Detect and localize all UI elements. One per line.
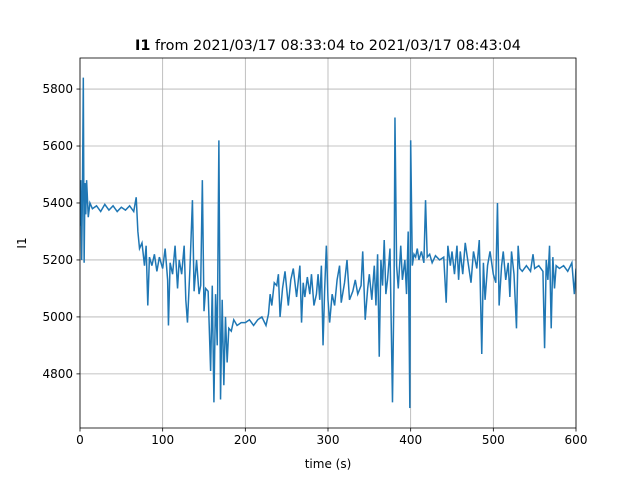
x-tick-label: 400 <box>399 433 422 447</box>
y-axis-label: I1 <box>15 237 29 248</box>
y-tick-label: 5000 <box>42 310 73 324</box>
x-tick-label: 300 <box>317 433 340 447</box>
y-tick-label: 4800 <box>42 367 73 381</box>
chart-title: I1 from 2021/03/17 08:33:04 to 2021/03/1… <box>135 38 521 54</box>
x-tick-label: 100 <box>151 433 174 447</box>
y-tick-label: 5800 <box>42 82 73 96</box>
plot-frame <box>79 57 577 429</box>
x-axis-label: time (s) <box>305 457 352 471</box>
line-series <box>80 77 576 409</box>
y-tick-label: 5400 <box>42 196 73 210</box>
x-tick-label: 0 <box>76 433 84 447</box>
x-tick-label: 200 <box>234 433 257 447</box>
y-tick-label: 5200 <box>42 253 73 267</box>
title-rest: from 2021/03/17 08:33:04 to 2021/03/17 0… <box>155 38 521 54</box>
x-tick-label: 500 <box>482 433 505 447</box>
x-tick-label: 600 <box>565 433 588 447</box>
title-bold: I1 <box>135 38 150 54</box>
y-tick-label: 5600 <box>42 139 73 153</box>
